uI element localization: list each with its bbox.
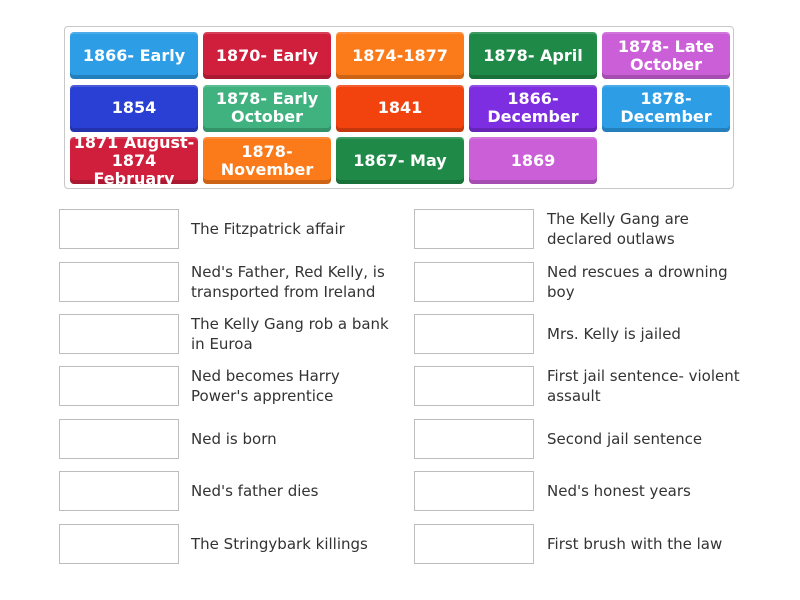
answer-tile[interactable]: 1854 xyxy=(70,84,198,132)
clue-label: Ned rescues a drowning boy xyxy=(547,263,728,301)
answer-tile[interactable]: 1878- Late October xyxy=(602,32,730,79)
clue-label: Ned is born xyxy=(191,430,277,448)
answer-tile[interactable]: 1866- December xyxy=(469,84,597,132)
clue-label: The Kelly Gang rob a bank in Euroa xyxy=(191,315,389,353)
answer-tile[interactable]: 1841 xyxy=(336,84,464,132)
clue-label: Ned's Father, Red Kelly, is transported … xyxy=(191,263,385,301)
clue-label: Mrs. Kelly is jailed xyxy=(547,325,681,343)
answer-tile[interactable]: 1878- December xyxy=(602,84,730,132)
drop-slot[interactable] xyxy=(414,262,534,302)
drop-slot[interactable] xyxy=(59,209,179,249)
drop-slot[interactable] xyxy=(414,524,534,564)
clue-label: Ned's father dies xyxy=(191,482,319,500)
drop-slot[interactable] xyxy=(59,419,179,459)
clue-label: Ned's honest years xyxy=(547,482,691,500)
clue-label: First jail sentence- violent assault xyxy=(547,367,740,405)
drop-slot[interactable] xyxy=(59,524,179,564)
answer-tile[interactable]: 1871 August- 1874 February xyxy=(70,133,198,187)
drop-slot[interactable] xyxy=(59,471,179,511)
clue-label: Ned becomes Harry Power's apprentice xyxy=(191,367,340,405)
drop-slot[interactable] xyxy=(414,471,534,511)
drop-slot[interactable] xyxy=(414,419,534,459)
answer-tile[interactable]: 1878- April xyxy=(469,32,597,79)
answer-tile[interactable]: 1866- Early xyxy=(70,32,198,79)
clue-label: Second jail sentence xyxy=(547,430,703,448)
answer-tile[interactable]: 1878- November xyxy=(203,137,331,184)
clue-label: The Kelly Gang are declared outlaws xyxy=(547,210,689,248)
drop-slot[interactable] xyxy=(414,209,534,249)
answer-tile[interactable]: 1867- May xyxy=(336,137,464,184)
drop-slot[interactable] xyxy=(414,366,534,406)
answer-tile[interactable]: 1878- Early October xyxy=(203,84,331,132)
answer-tile[interactable]: 1870- Early xyxy=(203,32,331,79)
clue-label: The Stringybark killings xyxy=(191,535,368,553)
clue-label: First brush with the law xyxy=(547,535,723,553)
drop-slot[interactable] xyxy=(59,314,179,354)
answer-tile-tray: 1866- Early 1870- Early 1874-1877 1878- Apr… xyxy=(64,26,734,189)
answer-tile[interactable]: 1869 xyxy=(469,137,597,184)
drop-slot[interactable] xyxy=(59,366,179,406)
clue-label: The Fitzpatrick affair xyxy=(191,220,345,238)
drop-slot[interactable] xyxy=(59,262,179,302)
drop-slot[interactable] xyxy=(414,314,534,354)
answer-tile[interactable]: 1874-1877 xyxy=(336,32,464,79)
